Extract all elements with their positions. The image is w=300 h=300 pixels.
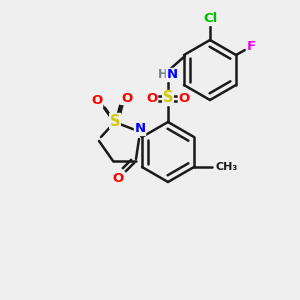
Text: F: F: [246, 40, 256, 52]
Text: S: S: [110, 113, 120, 128]
Text: N: N: [134, 122, 146, 136]
Text: H: H: [158, 68, 168, 82]
Text: N: N: [167, 68, 178, 82]
Text: O: O: [146, 92, 158, 104]
Text: O: O: [122, 92, 133, 104]
Text: CH₃: CH₃: [216, 162, 238, 172]
Text: O: O: [112, 172, 124, 184]
Text: Cl: Cl: [203, 13, 217, 26]
Text: O: O: [178, 92, 190, 104]
Text: O: O: [92, 94, 103, 107]
Text: S: S: [163, 91, 173, 106]
